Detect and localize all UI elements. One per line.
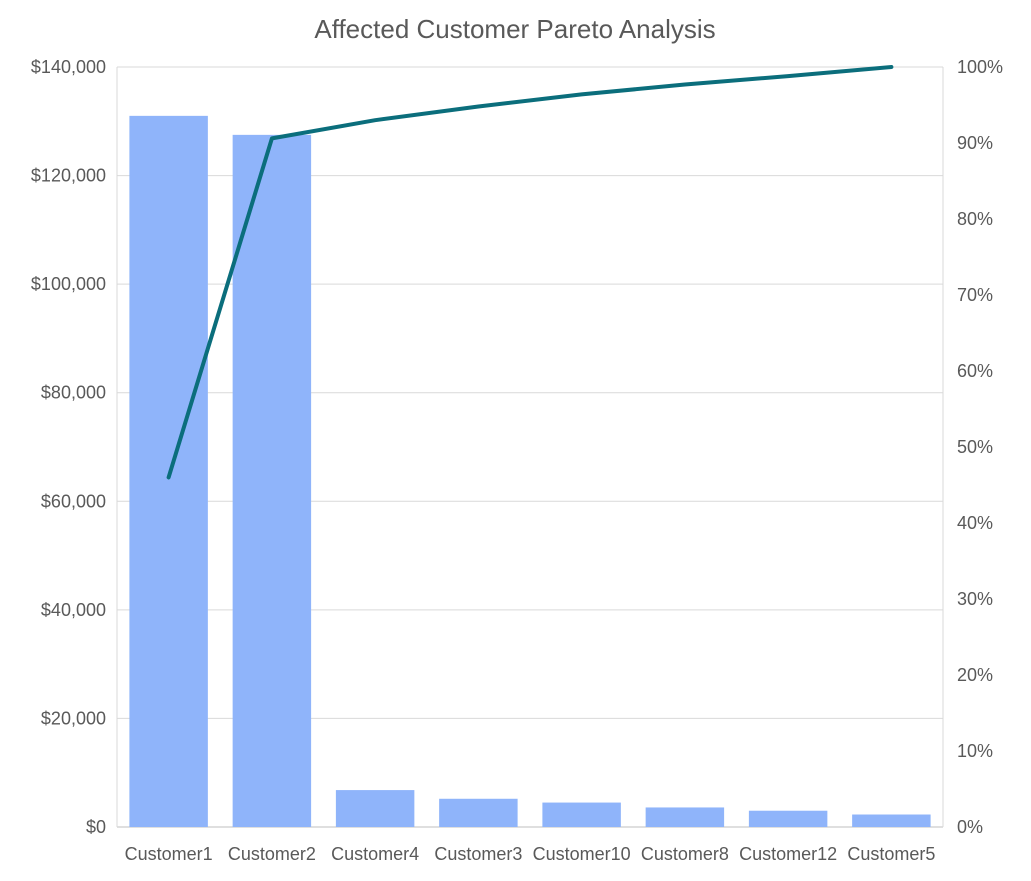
- right-axis-tick-label: 50%: [957, 437, 993, 457]
- category-label: Customer10: [533, 844, 631, 864]
- left-axis-tick-label: $40,000: [41, 600, 106, 620]
- right-axis-tick-label: 20%: [957, 665, 993, 685]
- left-axis-tick-label: $20,000: [41, 708, 106, 728]
- bar-customer2: [233, 135, 311, 827]
- right-axis-tick-label: 30%: [957, 589, 993, 609]
- right-axis-tick-label: 40%: [957, 513, 993, 533]
- right-axis-tick-label: 10%: [957, 741, 993, 761]
- left-axis-tick-label: $80,000: [41, 383, 106, 403]
- category-label: Customer2: [228, 844, 316, 864]
- right-axis: 0% 10% 20% 30% 40% 50% 60% 70% 80% 90% 100%: [957, 57, 1003, 837]
- left-axis: $0 $20,000 $40,000 $60,000 $80,000 $100,000 $1…: [31, 57, 106, 837]
- category-label: Customer1: [125, 844, 213, 864]
- right-axis-tick-label: 100%: [957, 57, 1003, 77]
- left-axis-tick-label: $100,000: [31, 274, 106, 294]
- left-axis-tick-label: $60,000: [41, 491, 106, 511]
- right-axis-tick-label: 80%: [957, 209, 993, 229]
- category-axis: Customer1 Customer2 Customer4 Customer3 Cust…: [125, 844, 936, 864]
- right-axis-tick-label: 0%: [957, 817, 983, 837]
- bar-customer4: [336, 790, 414, 827]
- chart-title: Affected Customer Pareto Analysis: [314, 14, 715, 44]
- bar-series: [129, 116, 930, 827]
- bar-customer5: [852, 815, 930, 827]
- bar-customer8: [646, 807, 724, 827]
- right-axis-tick-label: 60%: [957, 361, 993, 381]
- right-axis-tick-label: 70%: [957, 285, 993, 305]
- left-axis-tick-label: $120,000: [31, 166, 106, 186]
- bar-customer3: [439, 799, 517, 827]
- right-axis-tick-label: 90%: [957, 133, 993, 153]
- bar-customer12: [749, 811, 827, 827]
- category-label: Customer12: [739, 844, 837, 864]
- category-label: Customer8: [641, 844, 729, 864]
- bar-customer10: [542, 803, 620, 827]
- left-axis-tick-label: $0: [86, 817, 106, 837]
- category-label: Customer3: [434, 844, 522, 864]
- category-label: Customer4: [331, 844, 419, 864]
- category-label: Customer5: [847, 844, 935, 864]
- left-axis-tick-label: $140,000: [31, 57, 106, 77]
